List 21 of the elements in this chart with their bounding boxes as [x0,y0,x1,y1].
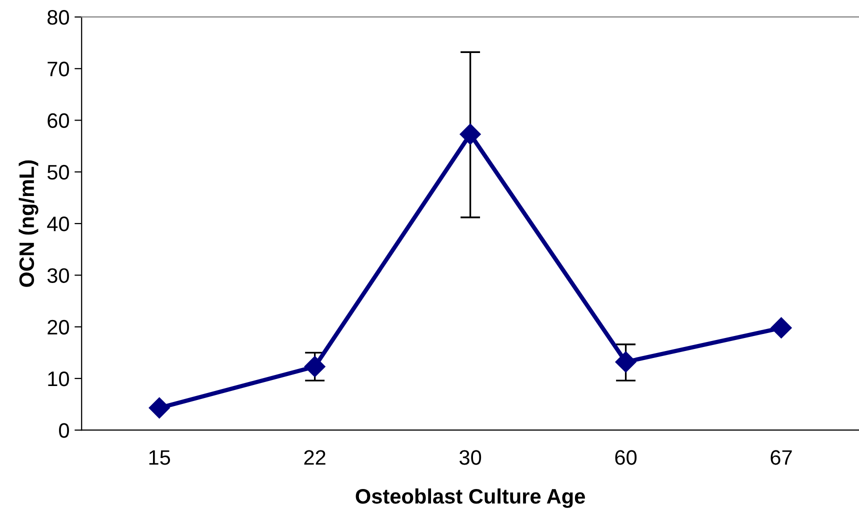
x-tick-label: 30 [460,450,482,465]
y-tick-label: 0 [59,423,69,438]
y-tick-label: 30 [47,268,69,283]
y-tick-label: 70 [48,62,69,76]
x-tick-label: 15 [149,450,170,465]
point [615,351,636,372]
y-tick-label: 80 [48,10,69,25]
y-axis-title: OCN (ng/mL) [18,160,38,287]
point [148,397,170,418]
x-axis-title: Osteoblast Culture Age [356,488,585,508]
y-tick-label: 50 [47,164,69,180]
y-tick-label: 40 [47,216,69,232]
x-tick-label: 67 [770,450,792,465]
x-tick-label: 22 [304,450,326,465]
point [770,317,792,338]
point [460,124,481,145]
x-tick-label: 60 [615,450,637,465]
y-tick-label: 20 [48,320,69,335]
y-tick-label: 60 [48,113,69,128]
point [304,356,326,378]
y-tick-label: 10 [48,371,69,386]
